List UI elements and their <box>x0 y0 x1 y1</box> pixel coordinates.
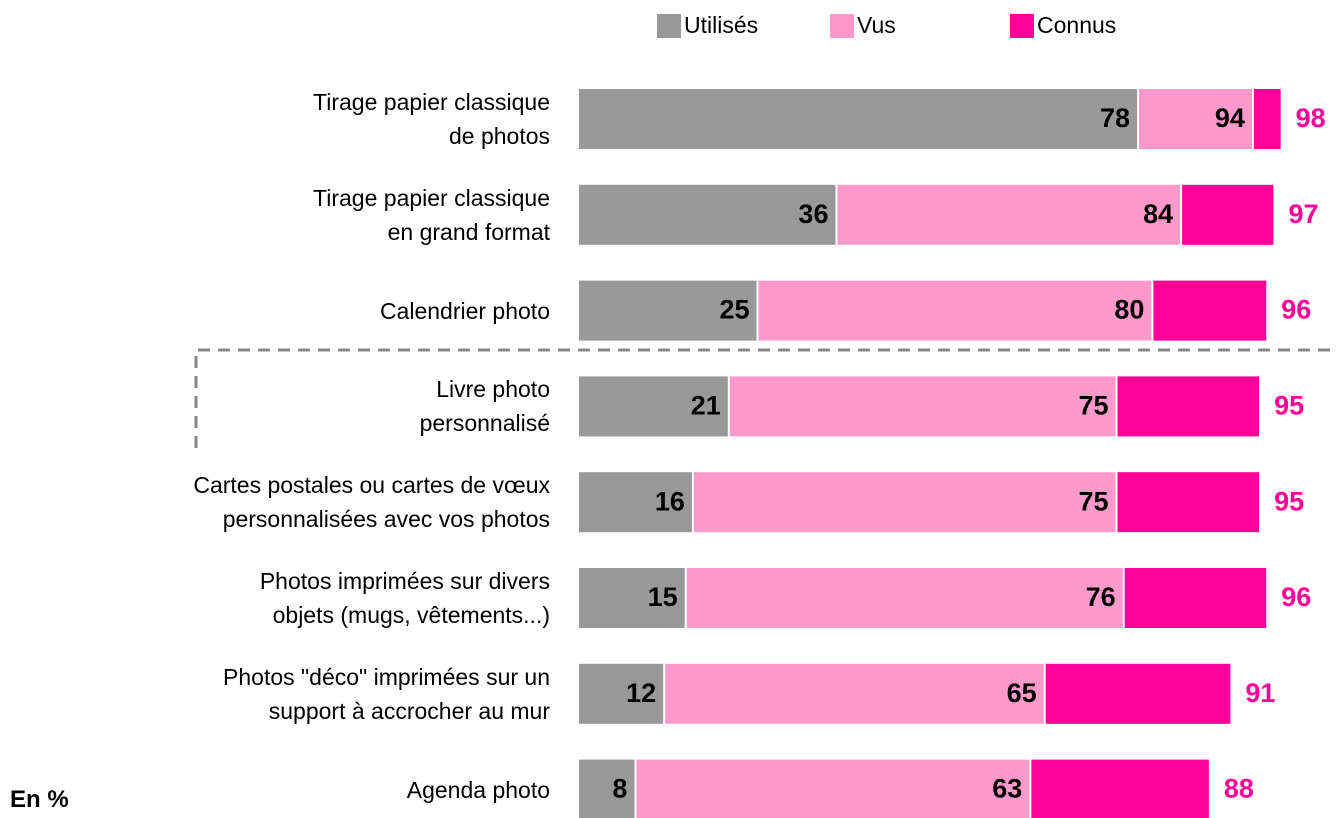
value-label: 8 <box>612 774 627 804</box>
category-label: Tirage papier classique de photos <box>313 89 550 149</box>
bar <box>577 566 687 630</box>
value-label: 84 <box>1143 199 1173 229</box>
bar <box>577 182 838 247</box>
value-label: 91 <box>1245 678 1275 708</box>
value-label: 12 <box>626 678 656 708</box>
value-label: 76 <box>1086 582 1116 612</box>
value-label: 63 <box>992 774 1022 804</box>
category-label: Photos imprimées sur divers objets (mugs… <box>259 568 550 628</box>
value-label: 95 <box>1274 391 1304 421</box>
note: En % <box>10 786 69 813</box>
value-label: 25 <box>719 295 749 325</box>
value-label: 97 <box>1288 199 1318 229</box>
category-label: Tirage papier classique en grand format <box>313 184 550 245</box>
legend-swatch <box>1010 14 1034 38</box>
value-label: 78 <box>1100 103 1130 133</box>
bar <box>577 87 1140 151</box>
value-label: 65 <box>1007 678 1037 708</box>
value-label: 36 <box>798 199 828 229</box>
value-label: 98 <box>1296 103 1326 133</box>
value-label: 75 <box>1078 391 1108 421</box>
value-label: 96 <box>1281 295 1311 325</box>
category-label: Photos "déco" imprimées sur un support à… <box>223 663 550 724</box>
legend-label: Utilisés <box>684 12 758 38</box>
legend-label: Vus <box>857 12 896 38</box>
value-label: 80 <box>1114 295 1144 325</box>
bar <box>577 757 1032 818</box>
bar <box>577 757 637 818</box>
bar <box>577 470 694 535</box>
legend-label: Connus <box>1037 12 1116 38</box>
category-label: Livre photo personnalisé <box>419 376 550 437</box>
category-label: Cartes postales ou cartes de vœux person… <box>193 472 550 533</box>
category-label: Agenda photo <box>406 776 550 803</box>
bar <box>577 374 730 439</box>
legend-swatch <box>830 14 854 38</box>
category-label: Calendrier photo <box>379 297 550 324</box>
legend-swatch <box>657 14 681 38</box>
value-label: 15 <box>648 582 678 612</box>
value-label: 88 <box>1224 774 1254 804</box>
value-label: 95 <box>1274 486 1304 516</box>
bar <box>577 661 666 726</box>
bar <box>577 278 759 343</box>
value-label: 21 <box>691 391 721 421</box>
value-label: 75 <box>1078 486 1108 516</box>
value-label: 16 <box>655 486 685 516</box>
highlight-box <box>194 348 1330 452</box>
value-label: 94 <box>1215 103 1245 133</box>
value-label: 96 <box>1281 582 1311 612</box>
